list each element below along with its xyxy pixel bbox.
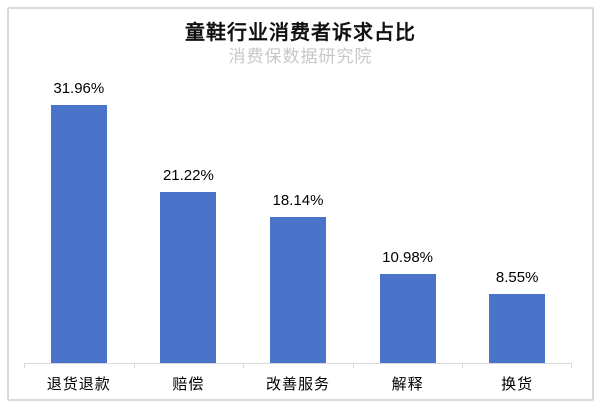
bar-value-label: 31.96%	[53, 79, 105, 97]
x-axis-tick	[133, 362, 135, 368]
bar-value-label: 8.55%	[495, 268, 539, 286]
plot-area: 31.96% 21.22% 18.14% 10.98% 8.55%	[24, 67, 572, 368]
bar-group: 18.14%	[243, 67, 353, 363]
bar-value-label: 21.22%	[162, 166, 214, 184]
x-axis-category-row: 退货退款 赔偿 改善服务 解释 换货	[24, 364, 572, 394]
x-axis-tick	[571, 362, 572, 368]
x-axis-category-label: 解释	[391, 375, 424, 393]
bar-value-label: 18.14%	[272, 191, 324, 209]
x-axis-category-label: 退货退款	[46, 375, 111, 393]
bar-group: 10.98%	[353, 67, 463, 363]
x-axis-tick	[352, 362, 354, 368]
bar-group: 21.22%	[134, 67, 244, 363]
bar	[489, 293, 546, 363]
x-axis-tick	[243, 362, 245, 368]
x-axis-category-label: 改善服务	[265, 375, 330, 393]
bar	[269, 216, 326, 363]
bar	[50, 104, 107, 363]
x-axis-category-label: 赔偿	[172, 375, 205, 393]
bar-group: 31.96%	[24, 67, 134, 363]
bar-value-label: 10.98%	[382, 248, 434, 266]
chart-frame: 童鞋行业消费者诉求占比 消费保数据研究院 31.96% 21.22% 18.14% 1…	[7, 7, 594, 401]
x-axis-tick	[24, 362, 25, 368]
bar	[379, 273, 436, 363]
chart-subtitle: 消费保数据研究院	[228, 47, 373, 66]
x-axis-category-label: 换货	[501, 375, 534, 393]
x-axis-tick	[462, 362, 464, 368]
bar-group: 8.55%	[462, 67, 572, 363]
chart-title: 童鞋行业消费者诉求占比	[185, 22, 416, 44]
bar	[160, 191, 217, 363]
